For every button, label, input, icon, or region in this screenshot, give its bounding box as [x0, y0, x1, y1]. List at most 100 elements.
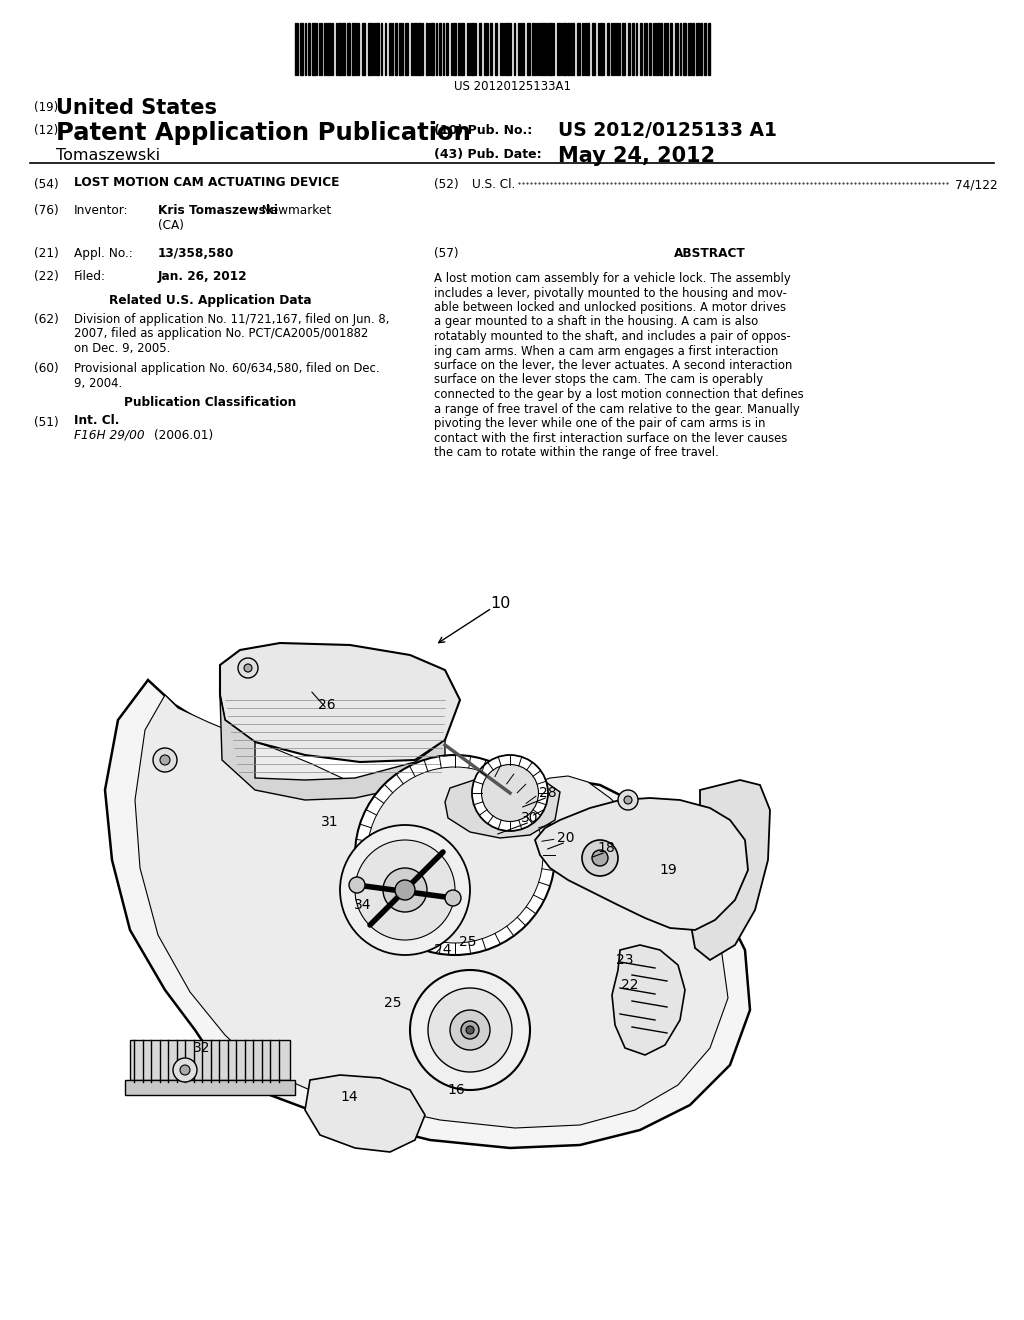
Bar [312, 22, 314, 75]
Text: LOST MOTION CAM ACTUATING DEVICE: LOST MOTION CAM ACTUATING DEVICE [74, 176, 340, 189]
Text: 10: 10 [490, 597, 510, 611]
Bar [622, 22, 625, 75]
Bar [562, 22, 565, 75]
Circle shape [160, 755, 170, 766]
Circle shape [592, 850, 608, 866]
Text: on Dec. 9, 2005.: on Dec. 9, 2005. [74, 342, 170, 355]
Text: 74/122: 74/122 [955, 178, 997, 191]
Text: connected to the gear by a lost motion connection that defines: connected to the gear by a lost motion c… [434, 388, 804, 401]
Text: Jan. 26, 2012: Jan. 26, 2012 [158, 271, 248, 282]
Bar [666, 22, 668, 75]
Text: Filed:: Filed: [74, 271, 106, 282]
Bar [430, 22, 433, 75]
Polygon shape [105, 680, 750, 1148]
Text: (62): (62) [34, 313, 58, 326]
Bar [381, 22, 382, 75]
Text: (CA): (CA) [158, 219, 184, 231]
Polygon shape [305, 1074, 425, 1152]
Text: 20: 20 [557, 832, 574, 845]
Bar [426, 22, 427, 75]
Bar [571, 22, 574, 75]
Text: 28: 28 [540, 785, 557, 800]
Bar [699, 22, 701, 75]
Text: 9, 2004.: 9, 2004. [74, 376, 122, 389]
Bar [486, 22, 487, 75]
Bar [549, 22, 552, 75]
Text: Division of application No. 11/721,167, filed on Jun. 8,: Division of application No. 11/721,167, … [74, 313, 389, 326]
Circle shape [153, 748, 177, 772]
Bar [526, 22, 529, 75]
Polygon shape [690, 780, 770, 960]
Text: 16: 16 [447, 1082, 465, 1097]
Text: (51): (51) [34, 416, 58, 429]
Bar [445, 22, 447, 75]
Text: A lost motion cam assembly for a vehicle lock. The assembly: A lost motion cam assembly for a vehicle… [434, 272, 791, 285]
Bar [338, 22, 341, 75]
Bar [648, 22, 651, 75]
Bar [640, 22, 642, 75]
Text: 14: 14 [340, 1090, 357, 1104]
Bar [632, 22, 634, 75]
Text: (19): (19) [34, 102, 58, 114]
Polygon shape [535, 799, 748, 931]
Circle shape [472, 755, 548, 832]
Text: (76): (76) [34, 205, 58, 216]
Circle shape [410, 970, 530, 1090]
Text: 13/358,580: 13/358,580 [158, 247, 234, 260]
Text: F16H 29/00: F16H 29/00 [74, 429, 144, 441]
Text: Appl. No.:: Appl. No.: [74, 247, 133, 260]
Polygon shape [612, 945, 685, 1055]
Circle shape [349, 876, 365, 894]
Text: a gear mounted to a shaft in the housing. A cam is also: a gear mounted to a shaft in the housing… [434, 315, 758, 329]
Bar [567, 22, 570, 75]
Text: Related U.S. Application Data: Related U.S. Application Data [109, 294, 311, 308]
Circle shape [395, 880, 415, 900]
Text: Patent Application Publication: Patent Application Publication [56, 121, 471, 145]
Circle shape [624, 796, 632, 804]
Text: contact with the first interaction surface on the lever causes: contact with the first interaction surfa… [434, 432, 787, 445]
Text: (52): (52) [434, 178, 459, 191]
Bar [399, 22, 401, 75]
Text: (21): (21) [34, 247, 58, 260]
Bar [606, 22, 608, 75]
Bar [372, 22, 373, 75]
Circle shape [355, 840, 455, 940]
Text: the cam to rotate within the range of free travel.: the cam to rotate within the range of fr… [434, 446, 719, 459]
Text: Inventor:: Inventor: [74, 205, 128, 216]
Circle shape [461, 1020, 479, 1039]
Bar [643, 22, 645, 75]
Circle shape [445, 890, 461, 906]
Text: 34: 34 [354, 898, 372, 912]
Text: (22): (22) [34, 271, 58, 282]
Bar [687, 22, 690, 75]
Text: ing cam arms. When a cam arm engages a first interaction: ing cam arms. When a cam arm engages a f… [434, 345, 778, 358]
Bar [395, 22, 397, 75]
Bar [461, 22, 464, 75]
Bar [307, 22, 310, 75]
Text: 23: 23 [616, 953, 634, 968]
Circle shape [582, 840, 618, 876]
Bar [691, 22, 694, 75]
Text: , Newmarket: , Newmarket [254, 205, 331, 216]
Circle shape [367, 767, 543, 942]
Bar [708, 22, 710, 75]
Bar [703, 22, 706, 75]
Circle shape [180, 1065, 190, 1074]
Bar [532, 22, 534, 75]
Text: US 2012/0125133 A1: US 2012/0125133 A1 [558, 121, 777, 140]
Bar [346, 22, 349, 75]
Bar [577, 22, 580, 75]
Bar [683, 22, 685, 75]
Circle shape [173, 1059, 197, 1082]
Bar [547, 22, 548, 75]
Bar [586, 22, 589, 75]
Bar [376, 22, 379, 75]
Bar [300, 22, 303, 75]
Circle shape [340, 825, 470, 954]
Bar [696, 22, 698, 75]
Bar [495, 22, 497, 75]
Bar [368, 22, 371, 75]
Bar [660, 22, 662, 75]
Bar [411, 22, 413, 75]
Text: Kris Tomaszewski: Kris Tomaszewski [158, 205, 278, 216]
